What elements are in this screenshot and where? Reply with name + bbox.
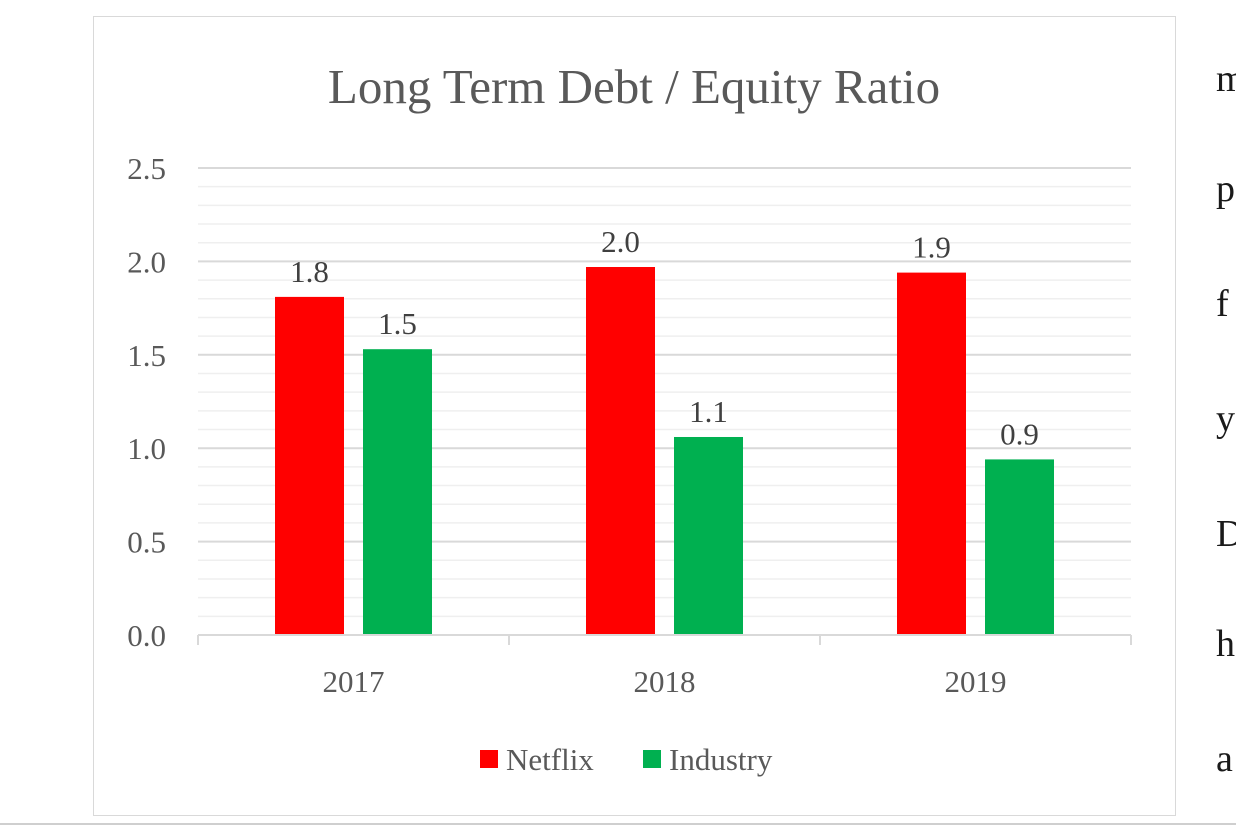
legend-label-industry: Industry xyxy=(669,742,773,777)
x-tick-label: 2018 xyxy=(634,664,696,699)
side-text-fragment: h xyxy=(1216,623,1235,665)
data-label-industry-2018: 1.1 xyxy=(689,394,728,429)
legend-label-netflix: Netflix xyxy=(506,742,594,777)
page-divider xyxy=(0,823,1236,825)
chart-frame xyxy=(93,16,1176,816)
y-tick-label: 1.0 xyxy=(127,431,166,466)
data-label-netflix-2018: 2.0 xyxy=(601,224,640,259)
x-tick-label: 2017 xyxy=(323,664,385,699)
bar-netflix-2017 xyxy=(275,296,344,635)
data-label-netflix-2019: 1.9 xyxy=(912,230,951,265)
side-text-fragment: y xyxy=(1216,398,1235,440)
bar-industry-2017 xyxy=(363,349,432,635)
data-label-industry-2019: 0.9 xyxy=(1000,416,1039,451)
y-tick-label: 0.5 xyxy=(127,525,166,560)
y-tick-label: 1.5 xyxy=(127,338,166,373)
y-tick-label: 2.0 xyxy=(127,244,166,279)
x-tick-label: 2019 xyxy=(945,664,1007,699)
y-axis-tick-labels: 0.0 0.5 1.0 1.5 2.0 2.5 xyxy=(127,151,166,653)
y-tick-label: 2.5 xyxy=(127,151,166,186)
legend-swatch-industry xyxy=(643,750,661,768)
side-text-fragment: p xyxy=(1216,168,1235,210)
x-axis-tick-labels: 2017 2018 2019 xyxy=(323,664,1007,699)
x-axis xyxy=(197,634,1132,645)
bar-industry-2019 xyxy=(985,459,1054,635)
data-label-industry-2017: 1.5 xyxy=(378,306,417,341)
side-text-fragment: m xyxy=(1216,58,1236,100)
chart-title: Long Term Debt / Equity Ratio xyxy=(328,59,940,114)
grid-lines xyxy=(198,167,1131,618)
legend-swatch-netflix xyxy=(480,750,498,768)
y-tick-label: 0.0 xyxy=(127,618,166,653)
side-text-fragment: a xyxy=(1216,738,1233,780)
legend: Netflix Industry xyxy=(480,742,773,777)
bar-industry-2018 xyxy=(674,436,743,635)
bars xyxy=(275,267,1054,635)
side-text-fragment: f xyxy=(1216,283,1229,325)
data-label-netflix-2017: 1.8 xyxy=(290,254,329,289)
data-labels: 1.8 1.5 2.0 1.1 1.9 0.9 xyxy=(290,224,1039,451)
bar-netflix-2018 xyxy=(586,267,655,635)
bar-netflix-2019 xyxy=(897,272,966,635)
side-text-fragment: D xyxy=(1216,513,1236,555)
